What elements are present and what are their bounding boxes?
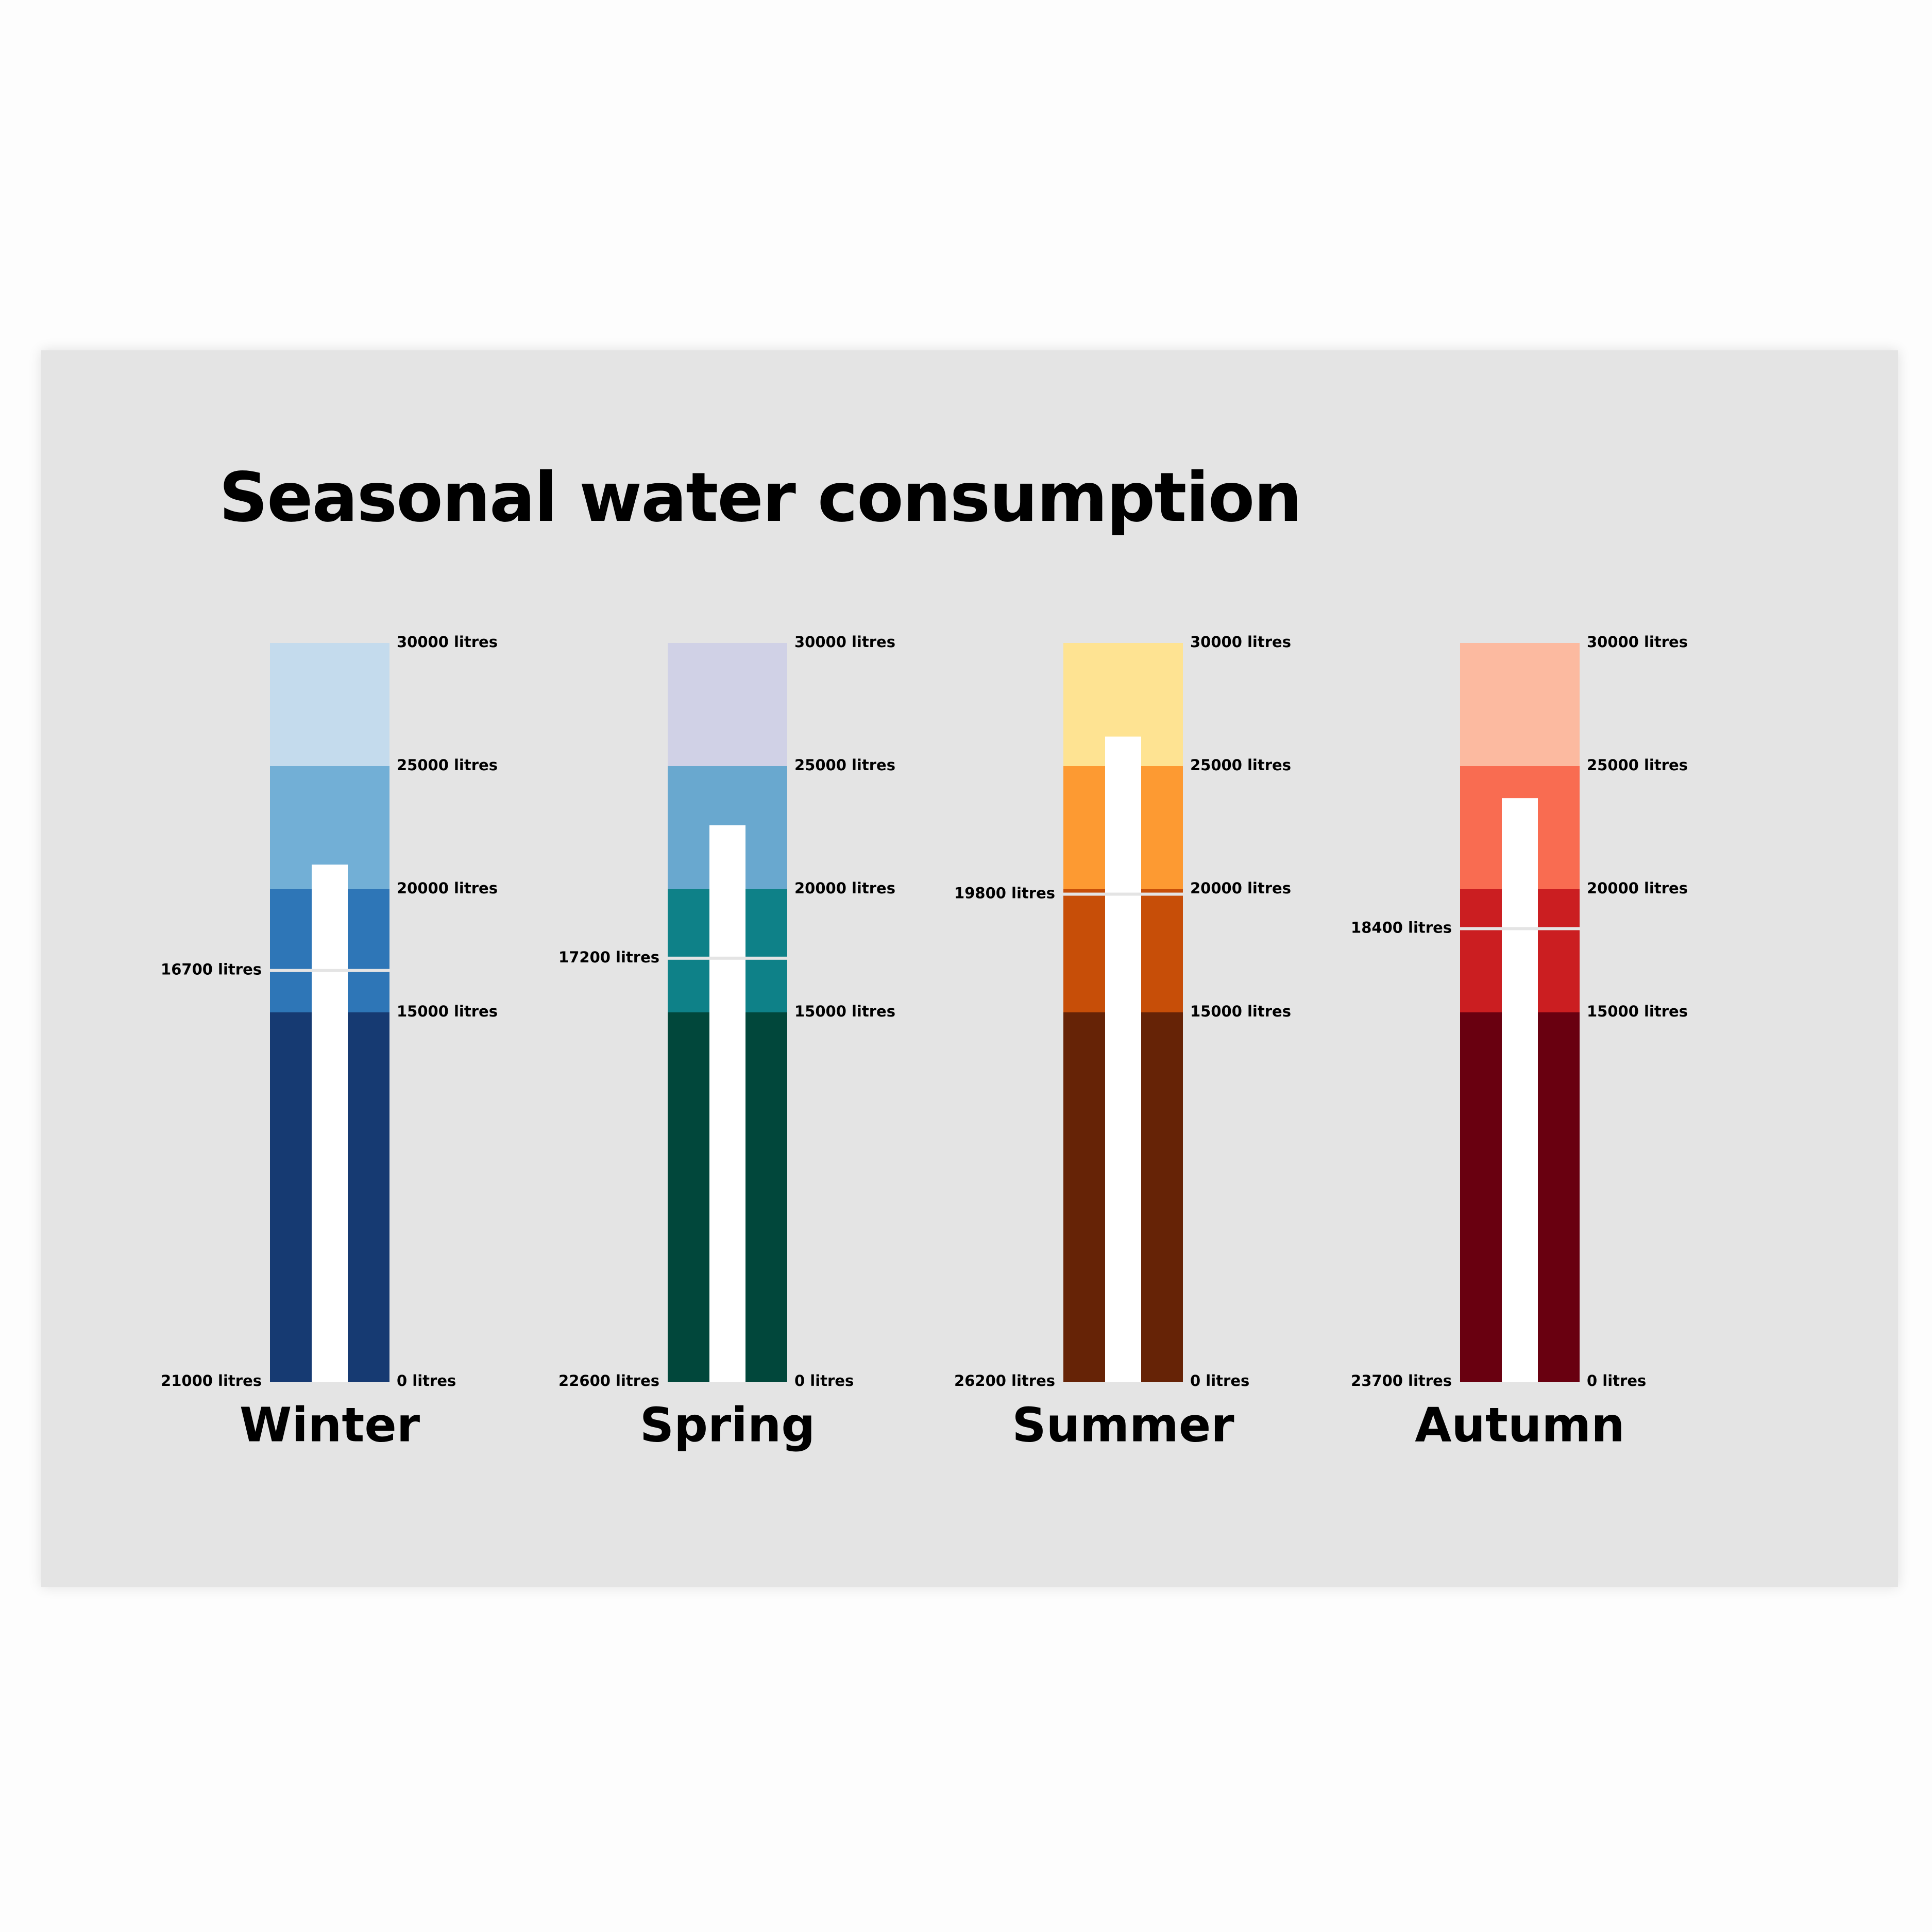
winter-value-label: 21000 litres — [161, 1372, 262, 1389]
summer-value-label: 26200 litres — [954, 1372, 1055, 1389]
summer-tick-label-25000: 25000 litres — [1190, 756, 1291, 774]
spring-target-label: 17200 litres — [558, 948, 659, 966]
winter-target-marker — [270, 969, 389, 972]
autumn-range-band-4 — [1460, 643, 1580, 766]
winter-tick-label-15000: 15000 litres — [397, 1003, 498, 1020]
autumn-tick-label-25000: 25000 litres — [1587, 756, 1688, 774]
summer-tick-label-15000: 15000 litres — [1190, 1003, 1291, 1020]
autumn-value-label: 23700 litres — [1351, 1372, 1452, 1389]
spring-value-label: 22600 litres — [558, 1372, 659, 1389]
winter-tick-label-0: 0 litres — [397, 1372, 456, 1389]
winter-value-bar — [312, 865, 348, 1382]
winter-range-band-4 — [270, 643, 389, 766]
summer-category-label: Summer — [1012, 1397, 1234, 1452]
winter-target-label: 16700 litres — [161, 961, 262, 978]
spring-value-bar — [709, 825, 745, 1382]
autumn-category-label: Autumn — [1415, 1397, 1625, 1452]
winter-tick-label-25000: 25000 litres — [397, 756, 498, 774]
autumn-tick-label-30000: 30000 litres — [1587, 633, 1688, 651]
summer-tick-label-0: 0 litres — [1190, 1372, 1249, 1389]
autumn-tick-label-0: 0 litres — [1587, 1372, 1646, 1389]
spring-tick-label-30000: 30000 litres — [794, 633, 895, 651]
summer-tick-label-20000: 20000 litres — [1190, 879, 1291, 897]
autumn-target-marker — [1460, 927, 1580, 930]
spring-range-band-4 — [668, 643, 787, 766]
spring-tick-label-25000: 25000 litres — [794, 756, 895, 774]
summer-target-marker — [1063, 892, 1183, 896]
autumn-value-bar — [1502, 798, 1538, 1382]
winter-category-label: Winter — [240, 1397, 420, 1452]
summer-tick-label-30000: 30000 litres — [1190, 633, 1291, 651]
winter-tick-label-30000: 30000 litres — [397, 633, 498, 651]
spring-tick-label-0: 0 litres — [794, 1372, 854, 1389]
spring-tick-label-20000: 20000 litres — [794, 879, 895, 897]
summer-value-bar — [1105, 736, 1141, 1382]
spring-target-marker — [668, 956, 787, 960]
spring-tick-label-15000: 15000 litres — [794, 1003, 895, 1020]
autumn-tick-label-15000: 15000 litres — [1587, 1003, 1688, 1020]
spring-category-label: Spring — [640, 1397, 815, 1452]
summer-target-label: 19800 litres — [954, 885, 1055, 902]
chart-title: Seasonal water consumption — [219, 458, 1302, 537]
autumn-tick-label-20000: 20000 litres — [1587, 879, 1688, 897]
winter-tick-label-20000: 20000 litres — [397, 879, 498, 897]
autumn-target-label: 18400 litres — [1351, 919, 1452, 936]
